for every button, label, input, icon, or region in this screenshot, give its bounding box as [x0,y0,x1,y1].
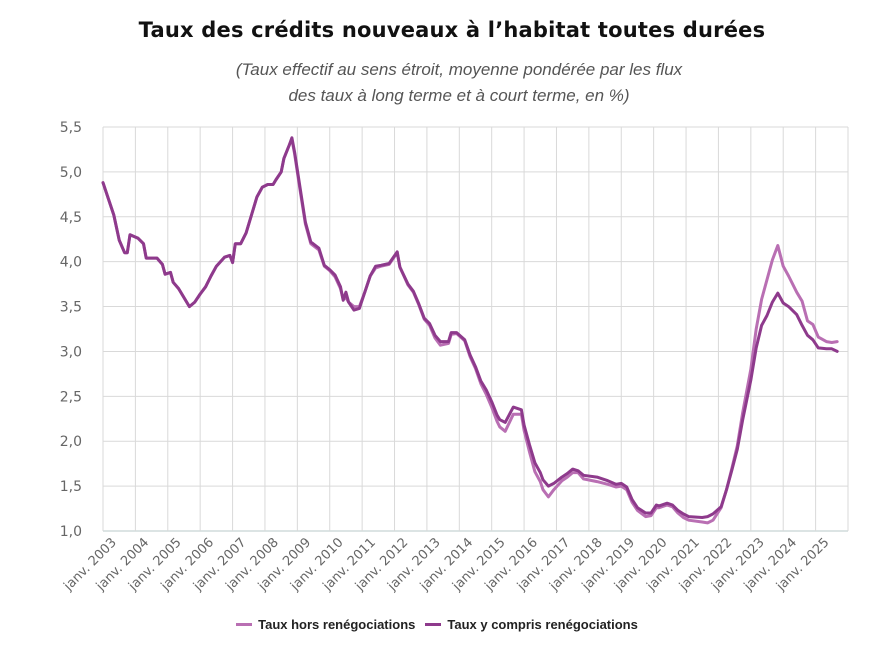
chart-title: Taux des crédits nouveaux à l’habitat to… [138,18,766,42]
legend-item-y-compris-renegociations: Taux y compris renégociations [425,617,638,632]
chart-subtitle-line-1: (Taux effectif au sens étroit, moyenne p… [235,60,683,79]
y-tick-label: 1,5 [60,479,82,495]
series-line-y-compris-renegociations [101,136,839,519]
legend-item-hors-renegociations: Taux hors renégociations [236,617,415,632]
y-tick-label: 2,0 [60,434,82,450]
y-tick-label: 5,0 [60,165,82,181]
y-tick-label: 2,5 [60,389,82,405]
legend-swatch-y-compris [425,623,442,626]
y-tick-label: 3,0 [60,344,82,360]
y-tick-label: 4,0 [60,255,82,271]
legend-swatch-hors [236,623,253,626]
y-tick-label: 3,5 [60,300,82,316]
y-tick-label: 5,5 [60,120,82,136]
legend-label-y-compris: Taux y compris renégociations [447,617,638,632]
chart-subtitle-line-2: des taux à long terme et à court terme, … [288,86,630,105]
legend: Taux hors renégociations Taux y compris … [0,617,874,632]
y-tick-label: 4,5 [60,210,82,226]
series-line-hors-renegociations [101,138,839,525]
legend-label-hors: Taux hors renégociations [258,617,416,632]
y-tick-label: 1,0 [60,524,82,540]
